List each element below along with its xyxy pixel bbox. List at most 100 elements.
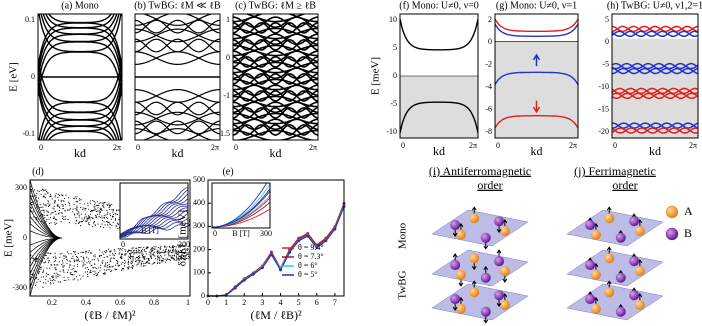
curve bbox=[233, 16, 318, 28]
dot bbox=[112, 209, 114, 211]
dot bbox=[89, 217, 91, 219]
dot bbox=[171, 246, 173, 248]
point bbox=[251, 273, 255, 276]
atom bbox=[455, 269, 466, 280]
dot bbox=[31, 195, 33, 197]
dot bbox=[162, 258, 164, 260]
dot bbox=[86, 217, 88, 219]
dot bbox=[75, 271, 77, 273]
curve bbox=[612, 127, 698, 134]
dot bbox=[54, 194, 56, 196]
dot bbox=[63, 271, 65, 273]
dot bbox=[150, 252, 152, 254]
dot bbox=[50, 195, 52, 197]
dot bbox=[176, 259, 178, 261]
dot bbox=[80, 213, 82, 215]
dot bbox=[104, 273, 106, 275]
dot bbox=[52, 280, 54, 282]
dot bbox=[109, 250, 111, 252]
atom bbox=[629, 216, 640, 227]
dot bbox=[42, 287, 44, 289]
dot bbox=[76, 220, 78, 222]
dot bbox=[62, 218, 64, 220]
dot bbox=[74, 208, 76, 210]
dot bbox=[42, 269, 44, 271]
plot-area bbox=[233, 14, 318, 140]
dot bbox=[57, 196, 59, 198]
dot bbox=[159, 258, 161, 260]
y-tick-label: -0.1 bbox=[22, 129, 35, 138]
dot bbox=[94, 202, 96, 204]
arrow bbox=[532, 53, 541, 67]
dot bbox=[38, 273, 40, 275]
dot bbox=[95, 210, 97, 212]
curve bbox=[233, 107, 318, 119]
dot bbox=[68, 197, 70, 199]
dot bbox=[98, 272, 100, 274]
x-axis-label: (ℓB / ℓM)² bbox=[84, 308, 135, 322]
dot bbox=[88, 216, 90, 218]
dot bbox=[76, 256, 78, 258]
dot bbox=[94, 256, 96, 258]
dot bbox=[47, 205, 49, 207]
dot bbox=[76, 259, 78, 261]
curve bbox=[212, 183, 268, 228]
dot bbox=[46, 210, 48, 212]
dot bbox=[119, 249, 121, 251]
frame bbox=[232, 13, 319, 141]
dot bbox=[136, 247, 138, 249]
dot bbox=[106, 256, 108, 258]
dot bbox=[106, 209, 108, 211]
dot bbox=[183, 258, 185, 260]
dot bbox=[85, 220, 87, 222]
dot bbox=[80, 199, 82, 201]
dot bbox=[74, 278, 76, 280]
curve bbox=[38, 41, 122, 86]
dot bbox=[180, 258, 182, 260]
dot bbox=[95, 267, 97, 269]
panel-label: (d) bbox=[32, 166, 44, 177]
dot bbox=[77, 259, 79, 261]
dot bbox=[70, 257, 72, 259]
dot bbox=[98, 213, 100, 215]
dot bbox=[139, 252, 141, 254]
dot bbox=[121, 249, 123, 251]
dot bbox=[57, 274, 59, 276]
x-tick-label: 1 bbox=[186, 298, 190, 307]
dot bbox=[41, 266, 43, 268]
dot bbox=[70, 272, 72, 274]
y-tick-label: 1 bbox=[226, 15, 230, 24]
dot bbox=[76, 207, 78, 209]
dot bbox=[38, 259, 40, 261]
dot bbox=[86, 250, 88, 252]
dot bbox=[39, 207, 41, 209]
dot bbox=[80, 278, 82, 280]
curve bbox=[30, 237, 62, 296]
dot bbox=[47, 192, 49, 194]
dot bbox=[76, 196, 78, 198]
dot bbox=[54, 255, 56, 257]
dot bbox=[51, 212, 53, 214]
dot bbox=[87, 251, 89, 253]
dot bbox=[143, 265, 145, 267]
atom bbox=[480, 272, 491, 283]
dot bbox=[60, 212, 62, 214]
dot bbox=[133, 253, 135, 255]
dot bbox=[151, 247, 153, 249]
dot bbox=[59, 256, 61, 258]
dot bbox=[103, 206, 105, 208]
dot bbox=[38, 197, 40, 199]
dot bbox=[161, 251, 163, 253]
curve bbox=[40, 111, 120, 140]
dot bbox=[173, 250, 175, 252]
curve bbox=[135, 51, 220, 65]
x-tick-label: 2 bbox=[242, 298, 246, 307]
dot bbox=[53, 256, 55, 258]
dot bbox=[57, 203, 59, 205]
dot bbox=[31, 204, 33, 206]
dot bbox=[159, 248, 161, 250]
dot bbox=[48, 222, 50, 224]
dot bbox=[180, 250, 182, 252]
x-axis-label: kd bbox=[649, 144, 661, 158]
dot bbox=[145, 253, 147, 255]
